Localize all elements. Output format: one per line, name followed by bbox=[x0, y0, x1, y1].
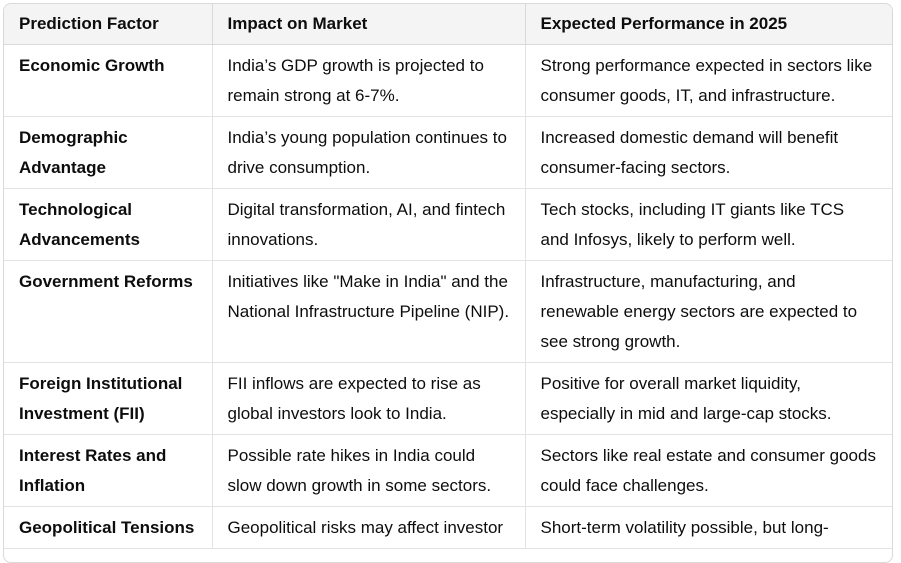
cell-factor: Technological Advancements bbox=[4, 188, 213, 261]
cell-impact: Initiatives like "Make in India" and the… bbox=[212, 260, 526, 363]
cell-factor: Interest Rates and Inflation bbox=[4, 434, 213, 507]
table-row: Government Reforms Initiatives like "Mak… bbox=[4, 260, 892, 363]
prediction-table-container: Prediction Factor Impact on Market Expec… bbox=[3, 3, 893, 563]
table-row: Geopolitical Tensions Geopolitical risks… bbox=[4, 506, 892, 549]
table-row: Demographic Advantage India’s young popu… bbox=[4, 116, 892, 189]
header-prediction-factor: Prediction Factor bbox=[4, 4, 213, 45]
prediction-table: Prediction Factor Impact on Market Expec… bbox=[4, 4, 892, 549]
cell-performance: Increased domestic demand will benefit c… bbox=[525, 116, 892, 189]
header-expected-performance: Expected Performance in 2025 bbox=[525, 4, 892, 45]
cell-impact: FII inflows are expected to rise as glob… bbox=[212, 362, 526, 435]
cell-factor: Demographic Advantage bbox=[4, 116, 213, 189]
header-row: Prediction Factor Impact on Market Expec… bbox=[4, 4, 892, 45]
table-row: Technological Advancements Digital trans… bbox=[4, 188, 892, 261]
table-row: Economic Growth India’s GDP growth is pr… bbox=[4, 44, 892, 117]
table-body: Economic Growth India’s GDP growth is pr… bbox=[4, 44, 892, 549]
cell-performance: Positive for overall market liquidity, e… bbox=[525, 362, 892, 435]
table-row: Foreign Institutional Investment (FII) F… bbox=[4, 362, 892, 435]
cell-factor: Geopolitical Tensions bbox=[4, 506, 213, 549]
cell-performance: Tech stocks, including IT giants like TC… bbox=[525, 188, 892, 261]
table-row: Interest Rates and Inflation Possible ra… bbox=[4, 434, 892, 507]
cell-impact: Geopolitical risks may affect investor bbox=[212, 506, 526, 549]
cell-factor: Government Reforms bbox=[4, 260, 213, 363]
cell-performance: Sectors like real estate and consumer go… bbox=[525, 434, 892, 507]
cell-performance: Infrastructure, manufacturing, and renew… bbox=[525, 260, 892, 363]
cell-performance: Strong performance expected in sectors l… bbox=[525, 44, 892, 117]
cell-impact: Possible rate hikes in India could slow … bbox=[212, 434, 526, 507]
header-impact-on-market: Impact on Market bbox=[212, 4, 526, 45]
cell-impact: Digital transformation, AI, and fintech … bbox=[212, 188, 526, 261]
cell-factor: Foreign Institutional Investment (FII) bbox=[4, 362, 213, 435]
table-header: Prediction Factor Impact on Market Expec… bbox=[4, 4, 892, 45]
cell-performance: Short-term volatility possible, but long… bbox=[525, 506, 892, 549]
cell-impact: India’s young population continues to dr… bbox=[212, 116, 526, 189]
cell-factor: Economic Growth bbox=[4, 44, 213, 117]
cell-impact: India’s GDP growth is projected to remai… bbox=[212, 44, 526, 117]
